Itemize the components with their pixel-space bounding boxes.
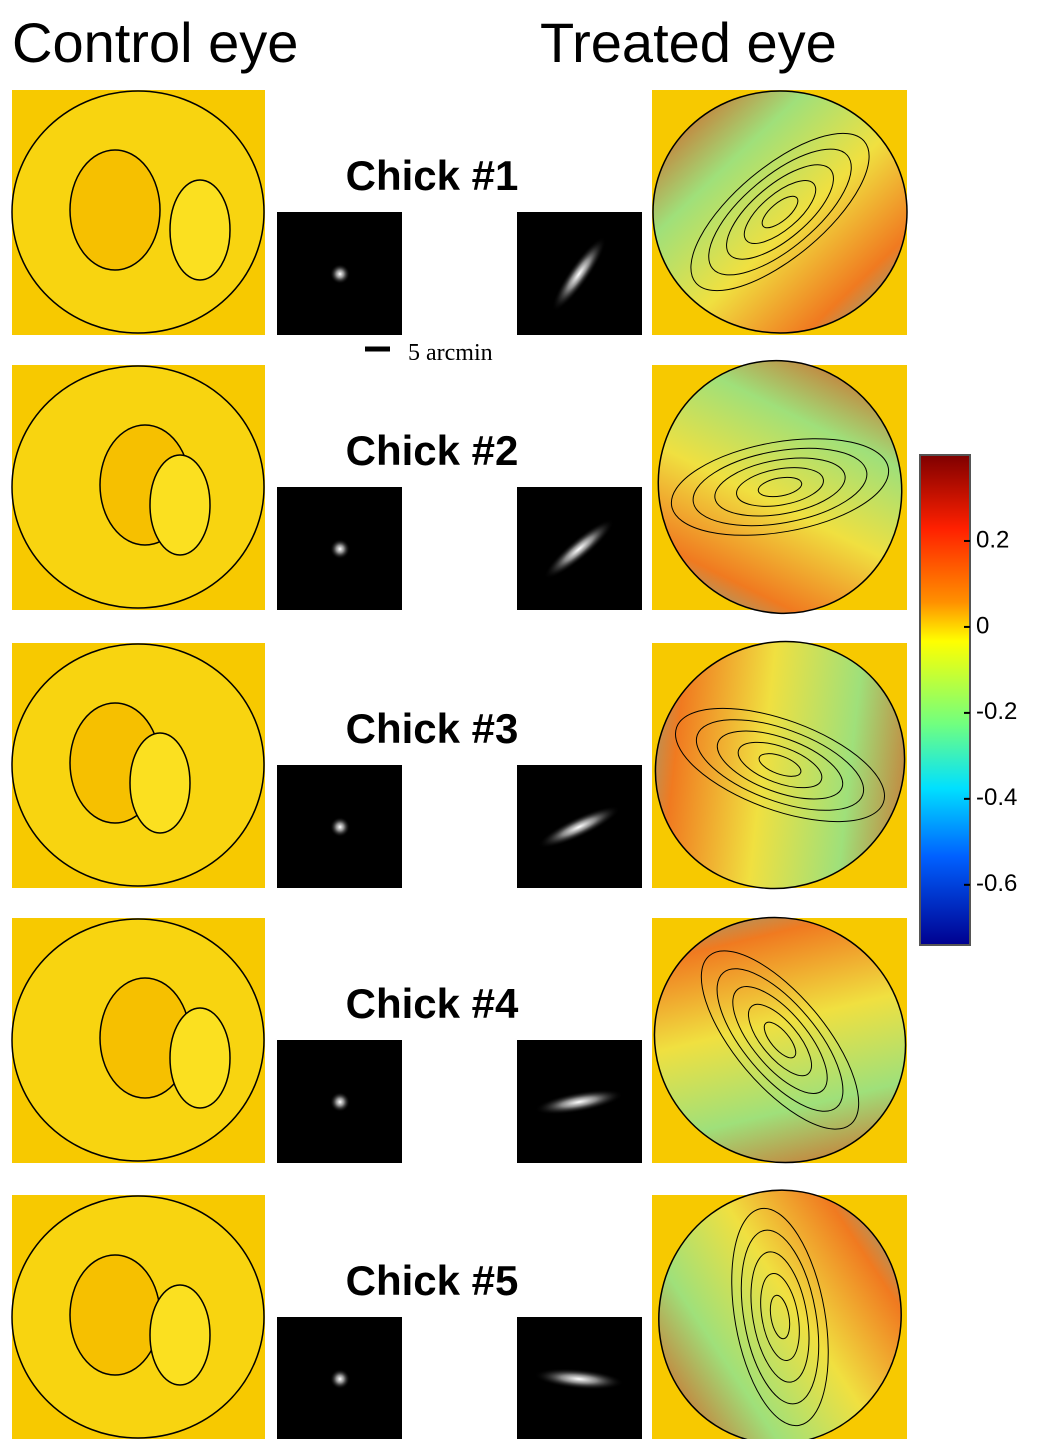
control-contour xyxy=(70,1255,160,1375)
control-contour xyxy=(150,455,210,555)
chick-label: Chick #1 xyxy=(346,152,519,199)
control-psf-spot xyxy=(330,817,350,837)
colorbar xyxy=(920,455,970,945)
chick-label: Chick #5 xyxy=(346,1257,519,1304)
control-psf-spot xyxy=(330,1092,350,1112)
control-contour xyxy=(170,180,230,280)
control-psf-spot xyxy=(330,264,350,284)
treated-pupil xyxy=(653,91,907,333)
control-contour xyxy=(130,733,190,833)
control-contour xyxy=(170,1008,230,1108)
colorbar-tick-label: 0.2 xyxy=(976,526,1009,553)
control-psf-spot xyxy=(330,539,350,559)
control-contour xyxy=(70,150,160,270)
colorbar-tick-label: 0 xyxy=(976,612,989,639)
header-right: Treated eye xyxy=(540,11,837,74)
chick-label: Chick #4 xyxy=(346,980,519,1027)
scale-bar-label: 5 arcmin xyxy=(408,340,493,366)
colorbar-tick-label: -0.2 xyxy=(976,698,1017,725)
figure: Control eye Treated eye 5 arcmin Chick #… xyxy=(0,0,1046,1439)
chick-label: Chick #3 xyxy=(346,705,519,752)
control-psf-spot xyxy=(330,1369,350,1389)
control-contour xyxy=(150,1285,210,1385)
colorbar-tick-label: -0.4 xyxy=(976,784,1017,811)
colorbar-tick-label: -0.6 xyxy=(976,870,1017,897)
header-left: Control eye xyxy=(12,11,298,74)
chick-label: Chick #2 xyxy=(346,427,519,474)
